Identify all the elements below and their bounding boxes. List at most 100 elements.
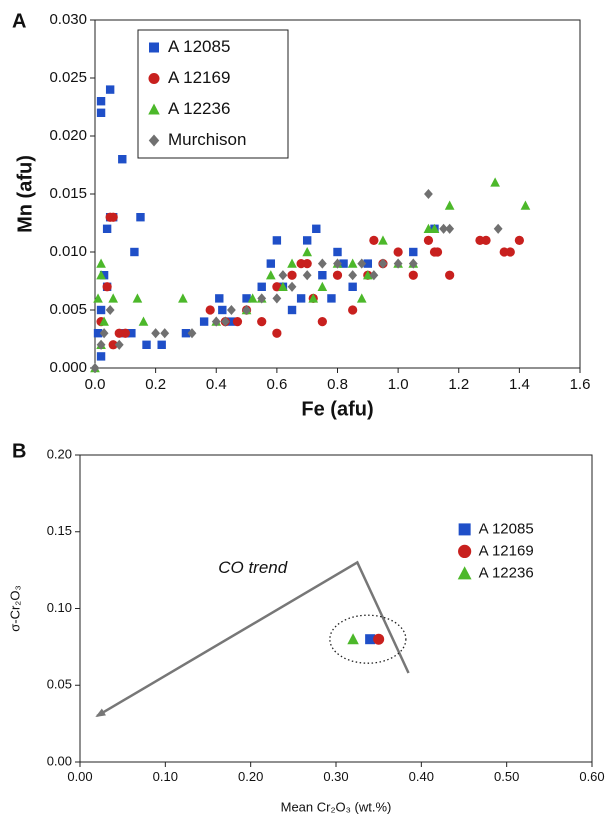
marker xyxy=(317,258,327,269)
x-tick-label: 0.6 xyxy=(266,376,287,393)
legend-marker xyxy=(148,134,160,147)
marker xyxy=(105,85,115,94)
marker xyxy=(178,293,188,303)
marker xyxy=(157,340,166,349)
marker xyxy=(373,633,385,645)
y-tick-label: 0.15 xyxy=(47,523,72,538)
marker xyxy=(312,224,321,233)
marker xyxy=(432,247,443,257)
marker xyxy=(257,282,266,291)
plot-frame xyxy=(79,454,593,763)
marker xyxy=(287,270,297,280)
marker xyxy=(151,328,161,339)
marker xyxy=(423,223,434,233)
marker xyxy=(266,259,276,268)
trend-arrow xyxy=(95,560,410,718)
marker xyxy=(287,281,297,292)
marker xyxy=(90,362,100,374)
x-axis-title: Mean Cr₂O₃ (wt.%) xyxy=(281,799,392,814)
legend-label: A 12169 xyxy=(168,68,230,87)
marker xyxy=(347,258,358,268)
marker xyxy=(272,236,282,245)
x-tick-label: 0.8 xyxy=(327,376,348,393)
marker xyxy=(409,247,418,257)
marker xyxy=(96,270,106,280)
marker xyxy=(318,271,327,280)
marker xyxy=(114,339,124,350)
marker xyxy=(357,258,367,269)
x-tick-label: 0.0 xyxy=(85,376,106,393)
marker xyxy=(445,270,455,280)
y-axis-title: Mn (afu) xyxy=(14,155,36,233)
marker xyxy=(287,305,297,315)
marker xyxy=(199,317,209,326)
marker xyxy=(429,223,440,233)
marker xyxy=(96,339,106,350)
legend-marker xyxy=(458,523,471,536)
marker xyxy=(105,304,115,316)
x-tick-label: 0.20 xyxy=(238,769,263,784)
marker xyxy=(514,235,524,246)
marker xyxy=(356,293,367,303)
x-tick-label: 0.40 xyxy=(409,769,434,784)
y-tick-label: 0.000 xyxy=(49,359,87,376)
y-tick-label: 0.010 xyxy=(49,243,87,260)
marker xyxy=(365,634,376,645)
y-tick-label: 0.10 xyxy=(47,600,72,615)
marker xyxy=(408,270,418,280)
marker xyxy=(272,328,282,338)
x-tick-label: 0.00 xyxy=(67,769,92,784)
marker xyxy=(444,200,455,210)
marker xyxy=(96,258,106,268)
marker xyxy=(142,340,151,349)
x-tick-label: 0.30 xyxy=(323,769,348,784)
marker xyxy=(423,235,434,246)
marker xyxy=(339,259,348,268)
marker xyxy=(187,328,197,339)
marker xyxy=(108,340,118,350)
x-tick-label: 1.6 xyxy=(570,376,591,393)
highlight-ellipse xyxy=(329,614,407,664)
marker xyxy=(247,293,258,303)
marker xyxy=(108,293,119,303)
marker xyxy=(215,294,224,303)
marker xyxy=(302,246,313,257)
marker xyxy=(348,282,357,291)
marker xyxy=(118,155,127,164)
marker xyxy=(278,281,288,291)
marker xyxy=(408,258,418,269)
marker xyxy=(211,316,221,327)
marker xyxy=(287,258,297,268)
marker xyxy=(369,235,379,246)
marker xyxy=(120,328,130,338)
legend-marker xyxy=(457,566,472,580)
marker xyxy=(393,258,403,269)
marker xyxy=(520,200,531,210)
x-tick-label: 0.60 xyxy=(579,769,604,784)
y-tick-label: 0.025 xyxy=(49,69,87,86)
x-tick-label: 0.4 xyxy=(206,376,227,393)
marker xyxy=(505,247,515,257)
legend-marker xyxy=(149,42,159,53)
marker xyxy=(218,305,227,315)
x-tick-label: 0.2 xyxy=(145,376,166,393)
x-tick-label: 1.0 xyxy=(388,376,409,393)
marker xyxy=(257,293,267,304)
marker xyxy=(493,223,503,234)
marker xyxy=(108,212,118,222)
marker xyxy=(257,316,267,327)
y-tick-label: 0.05 xyxy=(47,677,72,692)
marker xyxy=(181,329,191,338)
marker xyxy=(369,270,379,281)
annotation: CO trend xyxy=(218,558,288,577)
marker xyxy=(242,294,251,303)
marker xyxy=(93,293,103,303)
marker xyxy=(130,247,139,257)
marker xyxy=(308,293,319,303)
legend-marker xyxy=(148,103,160,115)
marker xyxy=(347,633,359,645)
marker xyxy=(102,282,112,292)
legend-marker xyxy=(458,544,472,559)
